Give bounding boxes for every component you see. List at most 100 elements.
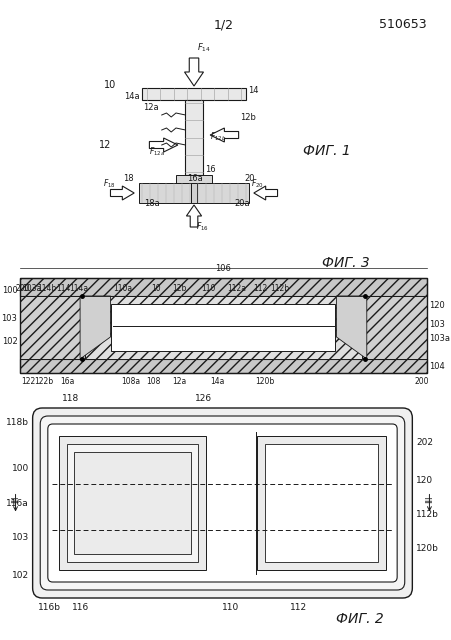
Text: 106: 106	[215, 264, 231, 273]
Text: 118a: 118a	[100, 469, 121, 478]
Text: 14: 14	[248, 86, 258, 95]
Polygon shape	[186, 205, 201, 227]
Text: 103a: 103a	[22, 284, 41, 293]
Text: 110a: 110a	[113, 284, 132, 293]
Text: 120b: 120b	[255, 377, 274, 386]
Polygon shape	[149, 138, 178, 152]
Text: 116a: 116a	[6, 499, 29, 508]
Bar	[20, 296, 85, 359]
Text: 116: 116	[71, 603, 88, 612]
Polygon shape	[184, 58, 203, 86]
Bar	[67, 444, 198, 562]
Bar	[20, 278, 426, 373]
Bar	[85, 296, 361, 359]
Text: ФИГ. 3: ФИГ. 3	[322, 256, 369, 270]
Text: $F_{20}$: $F_{20}$	[250, 177, 263, 189]
Text: $F_{16}$: $F_{16}$	[195, 220, 208, 232]
Text: 16a: 16a	[187, 174, 202, 183]
Text: 108a: 108a	[120, 377, 140, 386]
Polygon shape	[253, 186, 277, 200]
Text: 18a: 18a	[110, 489, 125, 498]
Text: 112: 112	[253, 284, 267, 293]
Bar	[59, 436, 206, 570]
Text: 103a: 103a	[428, 334, 450, 343]
Text: 10: 10	[104, 80, 116, 90]
Text: 100: 100	[2, 286, 18, 295]
Bar	[191, 183, 197, 203]
Text: 122b: 122b	[34, 377, 54, 386]
Text: 120: 120	[428, 301, 444, 310]
FancyBboxPatch shape	[40, 416, 404, 590]
Text: 120b: 120b	[264, 535, 285, 544]
Bar	[361, 296, 426, 359]
Bar	[20, 278, 426, 296]
Text: $F_{18}$: $F_{18}$	[103, 177, 115, 189]
Text: 12: 12	[99, 140, 111, 150]
Text: 16a: 16a	[60, 377, 75, 386]
Polygon shape	[110, 186, 134, 200]
Bar	[111, 304, 335, 351]
Bar	[20, 359, 426, 373]
Text: 116b: 116b	[38, 603, 61, 612]
Bar	[257, 436, 385, 570]
Bar	[264, 444, 377, 562]
Text: 122: 122	[21, 377, 35, 386]
Text: 104: 104	[428, 362, 444, 371]
Text: 103: 103	[12, 532, 29, 541]
FancyBboxPatch shape	[48, 424, 396, 582]
Text: 16: 16	[205, 165, 216, 174]
Polygon shape	[80, 296, 110, 359]
Text: 114: 114	[55, 284, 70, 293]
Text: 114b: 114b	[139, 467, 161, 476]
Text: 200: 200	[16, 284, 30, 293]
Text: 14a: 14a	[124, 92, 140, 101]
Bar	[361, 296, 426, 359]
Bar	[20, 296, 85, 359]
Text: $F_{12b}$: $F_{12b}$	[210, 130, 226, 143]
Text: 114a: 114a	[139, 492, 160, 501]
Text: 102: 102	[12, 571, 29, 580]
Text: 120: 120	[415, 476, 433, 484]
Text: 10: 10	[151, 284, 161, 293]
Text: 1/2: 1/2	[213, 18, 233, 31]
Text: 126: 126	[194, 394, 212, 403]
Text: 18: 18	[123, 174, 134, 183]
Text: 120: 120	[264, 444, 280, 453]
Text: 510653: 510653	[378, 18, 426, 31]
Bar	[74, 452, 190, 554]
Text: 124: 124	[124, 550, 140, 559]
Text: 114b: 114b	[37, 284, 56, 293]
Text: 126b: 126b	[139, 444, 161, 453]
Bar	[185, 100, 202, 175]
Text: 20a: 20a	[235, 199, 250, 208]
Text: 12b: 12b	[240, 113, 256, 122]
Text: 202: 202	[415, 438, 432, 447]
Bar	[138, 183, 191, 203]
Text: 112a: 112a	[227, 284, 246, 293]
Text: 14a: 14a	[210, 377, 225, 386]
Text: III: III	[424, 495, 433, 503]
Bar	[20, 278, 426, 296]
Text: 103: 103	[428, 320, 444, 329]
Text: 12b: 12b	[172, 284, 187, 293]
Text: 103: 103	[1, 314, 18, 323]
Text: 118b: 118b	[6, 418, 29, 427]
Bar	[175, 175, 212, 183]
Polygon shape	[336, 296, 366, 359]
Text: ФИГ. 1: ФИГ. 1	[303, 144, 350, 158]
Text: $F_{14}$: $F_{14}$	[197, 42, 210, 54]
Text: 112: 112	[289, 603, 306, 612]
Text: 112b: 112b	[264, 489, 285, 498]
Text: 110: 110	[221, 603, 238, 612]
Text: 120b: 120b	[415, 544, 438, 553]
Text: 12a: 12a	[143, 103, 159, 112]
Text: 18a: 18a	[143, 199, 159, 208]
Text: 118: 118	[62, 394, 79, 403]
Text: 20a: 20a	[142, 516, 158, 525]
Polygon shape	[210, 128, 238, 142]
Text: 102: 102	[2, 337, 18, 346]
Text: 108: 108	[146, 377, 160, 386]
Text: 20: 20	[244, 174, 254, 183]
Text: 112b: 112b	[415, 510, 438, 519]
Text: 114: 114	[132, 507, 147, 516]
